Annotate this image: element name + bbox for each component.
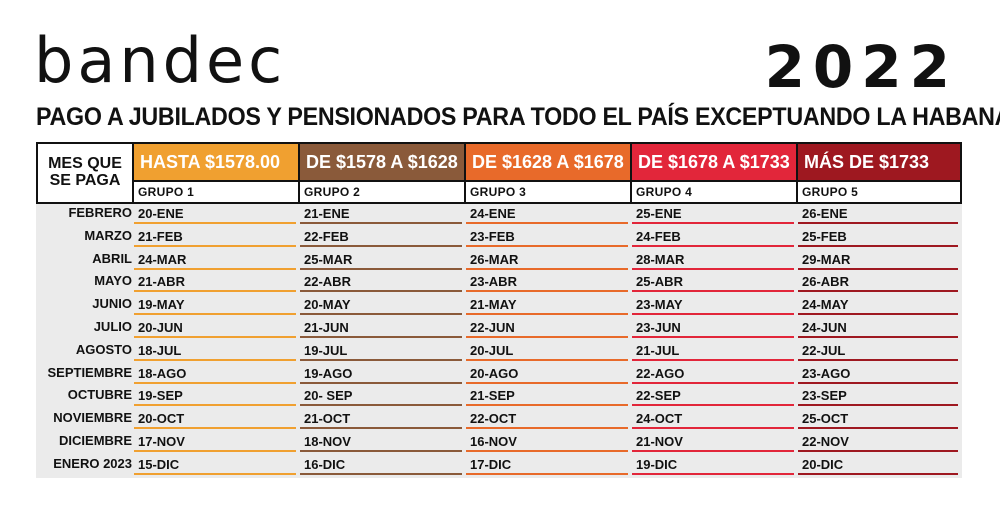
group-4-label: GRUPO 4: [632, 180, 798, 204]
group-5-range-header: MÁS DE $1733: [798, 142, 962, 180]
payment-date-cell: 19-DIC: [632, 457, 794, 475]
year-title: 2022: [764, 33, 958, 101]
payment-date-cell: 26-ABR: [798, 274, 958, 293]
payment-date-cell: 21-JUN: [300, 320, 462, 338]
payment-date-cell: 15-DIC: [134, 457, 296, 475]
group-2-range-header: DE $1578 A $1628: [300, 142, 466, 180]
payment-date-cell: 24-OCT: [632, 411, 794, 430]
payment-date-cell: 19-SEP: [134, 388, 296, 407]
payment-date-cell: 24-ENE: [466, 206, 628, 224]
payment-date-cell: 23-FEB: [466, 229, 628, 247]
payment-date-cell: 22-NOV: [798, 434, 958, 452]
group-3-label: GRUPO 3: [466, 180, 632, 204]
payment-date-cell: 20-DIC: [798, 457, 958, 475]
payment-date-cell: 21-ABR: [134, 274, 296, 293]
month-label: JUNIO: [92, 296, 132, 312]
month-label: MAYO: [94, 273, 132, 289]
payment-date-cell: 21-MAY: [466, 297, 628, 316]
payment-date-cell: 25-ABR: [632, 274, 794, 293]
payment-date-cell: 29-MAR: [798, 252, 958, 270]
month-label: AGOSTO: [75, 341, 132, 357]
payment-date-cell: 26-ENE: [798, 206, 958, 224]
payment-date-cell: 21-NOV: [632, 434, 794, 452]
payment-date-cell: 25-OCT: [798, 411, 958, 430]
payment-date-cell: 20-AGO: [466, 366, 628, 384]
payment-date-cell: 28-MAR: [632, 252, 794, 270]
payment-date-cell: 22-OCT: [466, 411, 628, 430]
month-label: SEPTIEMBRE: [47, 364, 132, 380]
payment-date-cell: 20-JUN: [134, 320, 296, 338]
payment-date-cell: 20-OCT: [134, 411, 296, 430]
payment-date-cell: 20-ENE: [134, 206, 296, 224]
month-label: MARZO: [84, 227, 132, 243]
payment-date-cell: 25-ENE: [632, 206, 794, 224]
payment-date-cell: 23-ABR: [466, 274, 628, 293]
payment-date-cell: 22-SEP: [632, 388, 794, 407]
month-label: ABRIL: [92, 250, 132, 266]
payment-date-cell: 21-SEP: [466, 388, 628, 407]
payment-date-cell: 24-JUN: [798, 320, 958, 338]
payment-date-cell: 18-JUL: [134, 343, 296, 361]
group-5-label: GRUPO 5: [798, 180, 962, 204]
bandec-logo: bandec: [34, 24, 287, 97]
payment-date-cell: 21-FEB: [134, 229, 296, 247]
month-label: ENERO 2023: [53, 455, 132, 471]
page-subtitle: PAGO A JUBILADOS Y PENSIONADOS PARA TODO…: [36, 103, 1000, 131]
payment-date-cell: 24-FEB: [632, 229, 794, 247]
month-label: OCTUBRE: [67, 387, 132, 403]
payment-date-cell: 24-MAR: [134, 252, 296, 270]
payment-date-cell: 23-JUN: [632, 320, 794, 338]
payment-schedule-table: MES QUE SE PAGA HASTA $1578.00 GRUPO 1 DE …: [36, 142, 962, 478]
group-1-label: GRUPO 1: [134, 180, 300, 204]
payment-date-cell: 20-JUL: [466, 343, 628, 361]
group-4-range-header: DE $1678 A $1733: [632, 142, 798, 180]
payment-date-cell: 22-AGO: [632, 366, 794, 384]
payment-date-cell: 22-FEB: [300, 229, 462, 247]
payment-date-cell: 23-SEP: [798, 388, 958, 407]
month-label: NOVIEMBRE: [53, 410, 132, 426]
payment-date-cell: 23-MAY: [632, 297, 794, 316]
payment-date-cell: 20-MAY: [300, 297, 462, 316]
payment-date-cell: 21-OCT: [300, 411, 462, 430]
payment-date-cell: 22-JUN: [466, 320, 628, 338]
payment-date-cell: 19-MAY: [134, 297, 296, 316]
payment-date-cell: 23-AGO: [798, 366, 958, 384]
payment-date-cell: 21-JUL: [632, 343, 794, 361]
payment-date-cell: 20- SEP: [300, 388, 462, 407]
payment-date-cell: 22-JUL: [798, 343, 958, 361]
payment-date-cell: 24-MAY: [798, 297, 958, 316]
month-label: FEBRERO: [68, 205, 132, 220]
payment-date-cell: 16-DIC: [300, 457, 462, 475]
payment-date-cell: 16-NOV: [466, 434, 628, 452]
group-2-label: GRUPO 2: [300, 180, 466, 204]
payment-date-cell: 19-AGO: [300, 366, 462, 384]
payment-date-cell: 26-MAR: [466, 252, 628, 270]
payment-date-cell: 18-NOV: [300, 434, 462, 452]
payment-date-cell: 25-FEB: [798, 229, 958, 247]
month-column-header: MES QUE SE PAGA: [36, 142, 134, 204]
month-label: JULIO: [93, 319, 132, 334]
payment-date-cell: 25-MAR: [300, 252, 462, 270]
payment-date-cell: 18-AGO: [134, 366, 296, 384]
group-1-range-header: HASTA $1578.00: [134, 142, 300, 180]
payment-date-cell: 21-ENE: [300, 206, 462, 224]
payment-date-cell: 19-JUL: [300, 343, 462, 361]
payment-date-cell: 17-NOV: [134, 434, 296, 452]
payment-date-cell: 17-DIC: [466, 457, 628, 475]
payment-date-cell: 22-ABR: [300, 274, 462, 293]
month-label: DICIEMBRE: [59, 433, 132, 448]
group-3-range-header: DE $1628 A $1678: [466, 142, 632, 180]
